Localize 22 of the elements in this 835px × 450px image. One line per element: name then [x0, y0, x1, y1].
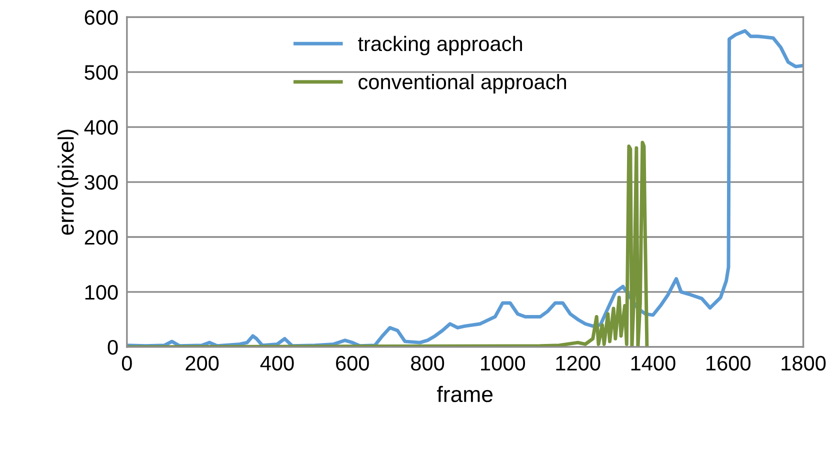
- x-tick-label: 200: [186, 356, 219, 371]
- y-tick-label: 600: [84, 10, 118, 25]
- x-tick-label: 400: [260, 356, 294, 371]
- x-tick-label: 0: [122, 356, 132, 371]
- y-tick-label: 0: [108, 340, 118, 355]
- y-tick-label: 100: [85, 284, 118, 300]
- x-tick-label: 1600: [706, 356, 750, 371]
- y-axis-title: error(pixel): [58, 130, 78, 235]
- y-tick-label: 200: [84, 230, 118, 245]
- y-tick-label: 500: [84, 65, 118, 80]
- legend-label: tracking approach: [358, 36, 522, 56]
- x-tick-label: 1800: [782, 356, 826, 371]
- y-tick-label: 400: [84, 120, 118, 135]
- legend-label: conventional approach: [358, 74, 566, 94]
- x-tick-label: 600: [336, 356, 369, 371]
- x-axis-title: frame: [437, 386, 493, 402]
- x-tick-label: 1400: [631, 356, 676, 371]
- line-series: [126, 140, 649, 347]
- x-tick-label: 1200: [556, 356, 600, 371]
- x-tick-label: 1000: [481, 356, 526, 371]
- y-tick-label: 300: [84, 175, 118, 190]
- x-tick-label: 800: [411, 356, 444, 371]
